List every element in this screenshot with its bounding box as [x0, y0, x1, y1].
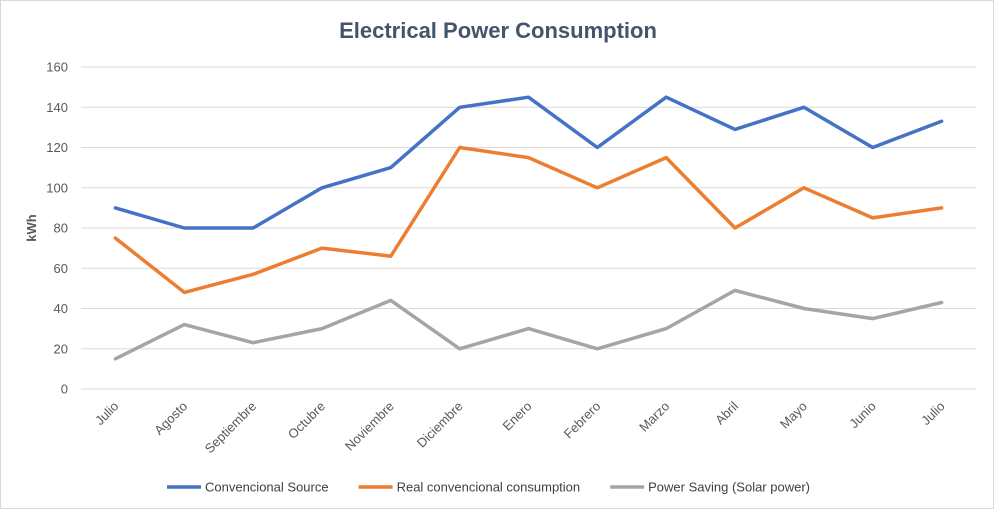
x-tick-label: Marzo — [636, 399, 672, 435]
x-tick-label: Abril — [712, 398, 741, 427]
x-axis-ticks: Julio Agosto Septiembre Octubre Noviembre Dic… — [92, 398, 948, 456]
x-tick-label: Septiembre — [202, 399, 260, 457]
y-tick-label: 20 — [54, 341, 68, 356]
y-tick-label: 60 — [54, 261, 68, 276]
y-tick-label: 100 — [46, 180, 68, 195]
legend-label: Real convencional consumption — [397, 480, 581, 495]
y-tick-label: 40 — [54, 301, 68, 316]
x-tick-label: Febrero — [561, 399, 604, 442]
x-tick-label: Junio — [846, 399, 879, 432]
legend: Convencional Source Real convencional con… — [167, 480, 810, 495]
legend-label: Power Saving (Solar power) — [648, 480, 810, 495]
y-axis-ticks: 0 20 40 60 80 100 120 140 160 — [46, 60, 68, 397]
y-axis-label: kWh — [24, 214, 39, 242]
x-tick-label: Julio — [918, 399, 948, 429]
series-line-2 — [113, 145, 944, 295]
y-tick-label: 120 — [46, 140, 68, 155]
y-tick-label: 160 — [46, 60, 68, 75]
x-tick-label: Noviembre — [342, 399, 397, 454]
x-tick-label: Agosto — [151, 399, 190, 438]
chart-title: Electrical Power Consumption — [339, 18, 657, 43]
x-tick-label: Mayo — [777, 399, 810, 432]
x-tick-label: Julio — [92, 399, 122, 429]
x-tick-label: Diciembre — [414, 399, 466, 451]
series-line-1 — [113, 95, 944, 230]
y-tick-label: 140 — [46, 100, 68, 115]
x-tick-label: Octubre — [285, 399, 328, 442]
legend-label: Convencional Source — [205, 480, 329, 495]
y-tick-label: 80 — [54, 221, 68, 236]
x-tick-label: Enero — [499, 399, 534, 434]
series-line-3 — [113, 288, 944, 361]
y-tick-label: 0 — [61, 382, 68, 397]
series-lines — [113, 95, 944, 361]
